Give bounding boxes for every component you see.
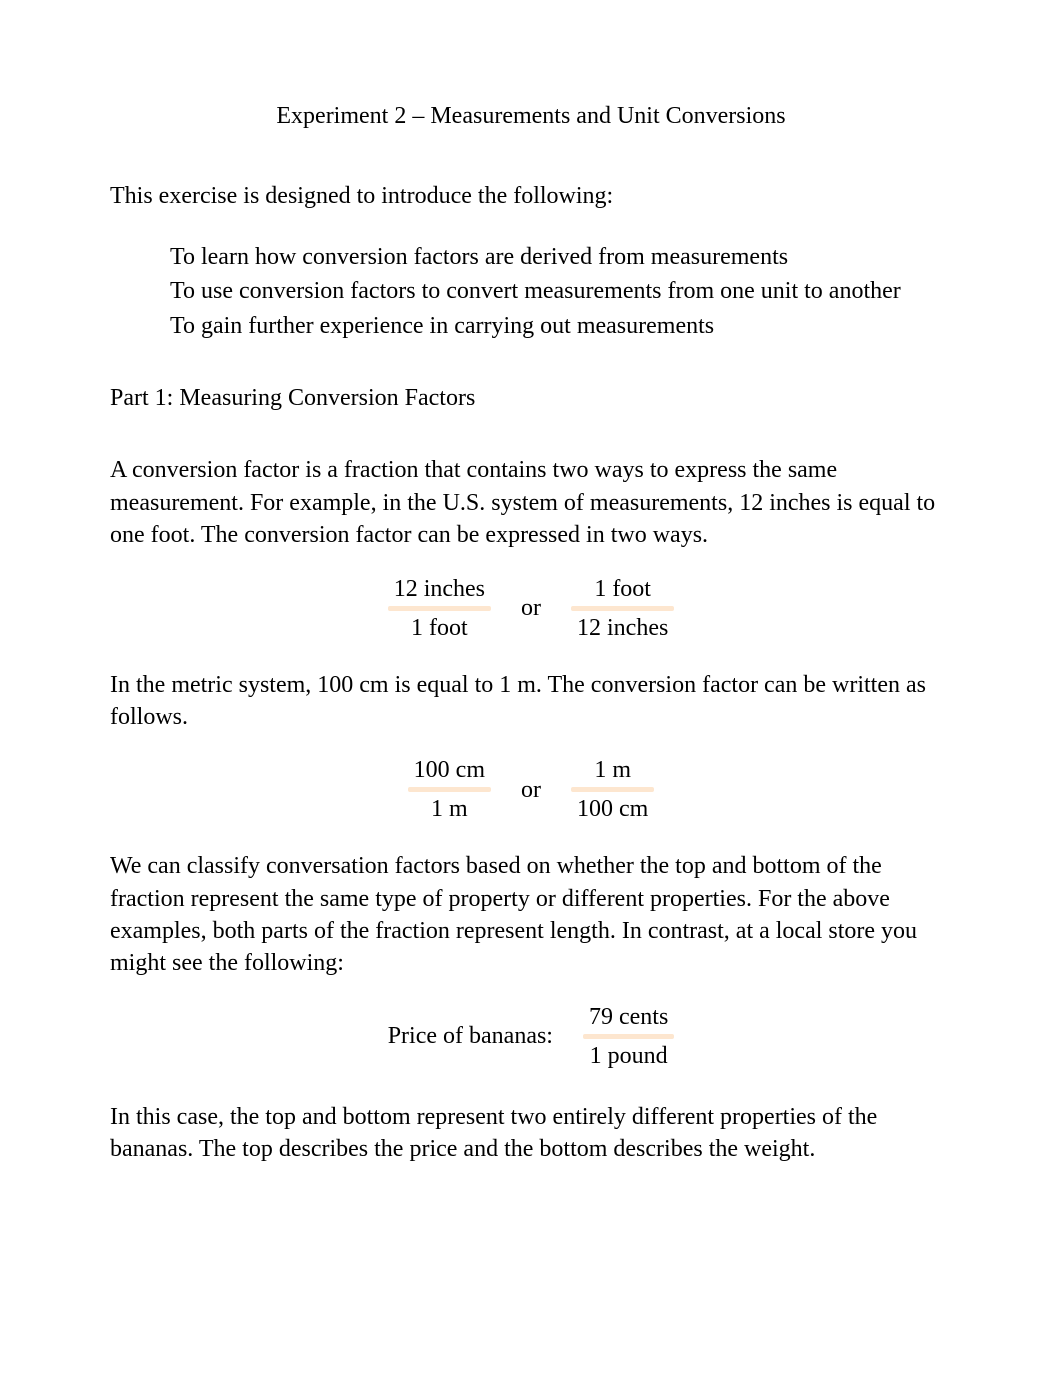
price-row: Price of bananas: 79 cents 1 pound <box>110 1002 952 1071</box>
fraction-denominator: 12 inches <box>571 611 674 643</box>
fraction: 79 cents 1 pound <box>583 1002 674 1071</box>
bullet-item: To learn how conversion factors are deri… <box>170 241 952 273</box>
fraction-denominator: 100 cm <box>571 792 654 824</box>
document-title: Experiment 2 – Measurements and Unit Con… <box>110 100 952 132</box>
bullet-item: To use conversion factors to convert mea… <box>170 275 952 307</box>
paragraph: In this case, the top and bottom represe… <box>110 1101 952 1166</box>
fraction-numerator: 12 inches <box>388 574 491 606</box>
paragraph: In the metric system, 100 cm is equal to… <box>110 669 952 734</box>
fraction-denominator: 1 pound <box>584 1039 674 1071</box>
fraction: 1 m 100 cm <box>571 755 654 824</box>
price-label: Price of bananas: <box>388 1020 553 1052</box>
document-page: Experiment 2 – Measurements and Unit Con… <box>0 0 1062 1377</box>
conversion-factor-row: 100 cm 1 m or 1 m 100 cm <box>110 755 952 824</box>
bullet-list: To learn how conversion factors are deri… <box>110 241 952 342</box>
fraction-numerator: 100 cm <box>408 755 491 787</box>
paragraph: We can classify conversation factors bas… <box>110 850 952 980</box>
fraction-denominator: 1 m <box>425 792 474 824</box>
section-heading: Part 1: Measuring Conversion Factors <box>110 382 952 414</box>
or-separator: or <box>515 774 547 806</box>
conversion-factor-row: 12 inches 1 foot or 1 foot 12 inches <box>110 574 952 643</box>
fraction-numerator: 1 m <box>588 755 637 787</box>
fraction-numerator: 79 cents <box>583 1002 674 1034</box>
fraction: 12 inches 1 foot <box>388 574 491 643</box>
intro-text: This exercise is designed to introduce t… <box>110 180 952 212</box>
fraction: 1 foot 12 inches <box>571 574 674 643</box>
bullet-item: To gain further experience in carrying o… <box>170 310 952 342</box>
fraction-denominator: 1 foot <box>405 611 474 643</box>
or-separator: or <box>515 592 547 624</box>
fraction-numerator: 1 foot <box>588 574 657 606</box>
paragraph: A conversion factor is a fraction that c… <box>110 454 952 551</box>
fraction: 100 cm 1 m <box>408 755 491 824</box>
